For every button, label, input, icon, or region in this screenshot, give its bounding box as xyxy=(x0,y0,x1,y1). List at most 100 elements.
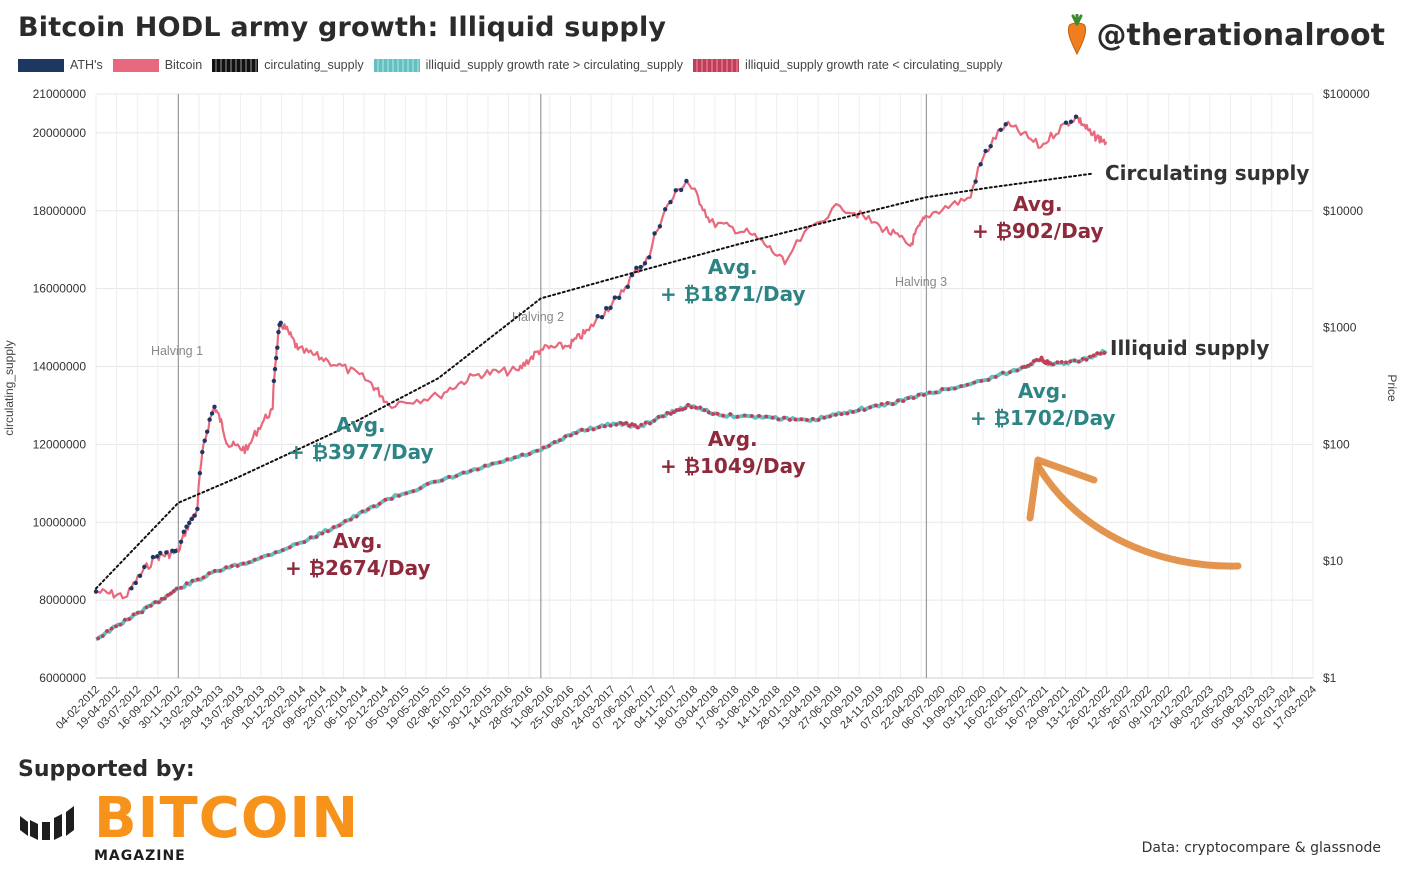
ath-marker xyxy=(684,178,689,184)
illiquid-marker xyxy=(360,509,365,514)
illiquid-marker xyxy=(302,540,307,544)
y-tick-label: 16000000 xyxy=(33,282,87,296)
illiquid-marker xyxy=(432,479,437,484)
legend-label-growth-lt: illiquid_supply growth rate < circulatin… xyxy=(745,58,1003,72)
ath-marker xyxy=(673,188,679,193)
ath-marker xyxy=(271,378,277,384)
illiquid-marker xyxy=(698,405,703,410)
illiquid-marker xyxy=(627,424,632,428)
illiquid-marker xyxy=(764,414,769,419)
illiquid-marker xyxy=(483,463,487,468)
illiquid-marker xyxy=(179,585,184,590)
legend-label-ath: ATH's xyxy=(70,58,103,72)
illiquid-marker xyxy=(624,421,629,425)
illiquid-marker xyxy=(468,468,473,473)
legend-item-circulating[interactable]: circulating_supply xyxy=(212,58,364,72)
ath-marker xyxy=(642,261,648,266)
y2-tick-label: $1 xyxy=(1323,671,1337,685)
ath-marker xyxy=(195,506,200,512)
y2-tick-label: $100000 xyxy=(1323,87,1370,101)
legend-item-growth-gt[interactable]: illiquid_supply growth rate > circulatin… xyxy=(373,58,683,72)
illiquid-marker xyxy=(680,407,685,412)
legend: ATH's Bitcoin circulating_supply illiqui… xyxy=(18,58,1012,72)
illiquid-marker xyxy=(901,399,906,404)
illiquid-marker xyxy=(383,497,388,502)
label-circulating-supply: Circulating supply xyxy=(1105,161,1310,185)
illiquid-marker xyxy=(1051,362,1055,367)
illiquid-marker xyxy=(979,379,984,383)
illiquid-marker xyxy=(1084,357,1089,362)
illiquid-marker xyxy=(171,589,176,593)
legend-swatch-bitcoin xyxy=(112,58,159,72)
illiquid-marker xyxy=(1102,351,1107,355)
illiquid-marker xyxy=(839,412,844,417)
highlight-arrow xyxy=(1026,456,1242,570)
illiquid-marker xyxy=(148,603,153,608)
illiquid-marker xyxy=(196,577,200,582)
illiquid-marker xyxy=(1055,360,1060,365)
bitcoin-magazine-logo[interactable]: BITCOIN MAGAZINE xyxy=(18,786,360,864)
y-tick-label: 21000000 xyxy=(33,87,87,101)
ath-marker xyxy=(625,284,630,289)
illiquid-marker xyxy=(749,414,754,418)
illiquid-marker xyxy=(833,412,838,417)
ath-marker xyxy=(278,320,283,325)
illiquid-marker xyxy=(799,417,804,422)
illiquid-marker xyxy=(1072,358,1077,363)
illiquid-marker xyxy=(683,406,688,411)
illiquid-marker xyxy=(693,405,698,410)
illiquid-marker xyxy=(776,417,781,422)
illiquid-marker xyxy=(527,452,532,456)
illiquid-marker xyxy=(280,548,285,552)
twitter-handle[interactable]: @therationalroot xyxy=(1064,14,1385,56)
ath-marker xyxy=(998,127,1003,132)
ath-marker xyxy=(137,573,143,579)
illiquid-marker xyxy=(1064,360,1068,365)
illiquid-marker xyxy=(371,504,376,509)
legend-swatch-circulating xyxy=(212,58,259,72)
handle-text: @therationalroot xyxy=(1096,17,1385,53)
legend-item-ath[interactable]: ATH's xyxy=(18,58,103,72)
ath-marker xyxy=(678,187,684,193)
illiquid-marker xyxy=(114,624,118,629)
illiquid-marker xyxy=(711,412,716,416)
illiquid-marker xyxy=(862,408,867,412)
y2-axis-label: Price xyxy=(1385,374,1399,402)
illiquid-marker xyxy=(879,402,884,406)
illiquid-marker xyxy=(1023,364,1028,369)
illiquid-marker xyxy=(952,386,957,391)
legend-item-growth-lt[interactable]: illiquid_supply growth rate < circulatin… xyxy=(693,58,1002,72)
series-bitcoin-price xyxy=(95,115,1108,600)
annotation-halving2-circulating: Avg. + ₿1871/Day xyxy=(660,255,806,306)
y-axis-label: circulating_supply xyxy=(2,340,16,435)
illiquid-marker xyxy=(229,564,234,568)
illiquid-marker xyxy=(558,438,562,443)
illiquid-marker xyxy=(940,387,945,391)
y-tick-label: 6000000 xyxy=(39,671,86,685)
ath-marker xyxy=(973,179,978,184)
illiquid-marker xyxy=(1008,370,1012,375)
annotation-halving1-circulating: Avg. + ₿3977/Day xyxy=(288,413,434,464)
illiquid-marker xyxy=(608,423,613,428)
ath-marker xyxy=(178,539,184,544)
illiquid-marker xyxy=(497,460,502,465)
ath-marker xyxy=(273,355,279,361)
illiquid-marker xyxy=(633,423,637,428)
logo-word: BITCOIN xyxy=(94,786,360,851)
illiquid-marker xyxy=(735,414,740,419)
illiquid-marker xyxy=(851,410,855,414)
illiquid-marker xyxy=(1068,359,1073,364)
ath-marker xyxy=(275,345,280,350)
illiquid-marker xyxy=(418,486,423,491)
ath-marker xyxy=(1003,122,1008,127)
legend-item-bitcoin[interactable]: Bitcoin xyxy=(112,58,202,72)
illiquid-marker xyxy=(326,529,330,534)
illiquid-marker xyxy=(440,478,444,483)
illiquid-marker xyxy=(165,593,170,598)
illiquid-marker xyxy=(959,384,964,389)
illiquid-marker xyxy=(921,393,926,397)
halving-label: Halving 3 xyxy=(895,275,947,289)
illiquid-marker xyxy=(397,493,401,498)
illiquid-marker xyxy=(541,445,546,450)
y2-tick-label: $100 xyxy=(1323,437,1350,451)
